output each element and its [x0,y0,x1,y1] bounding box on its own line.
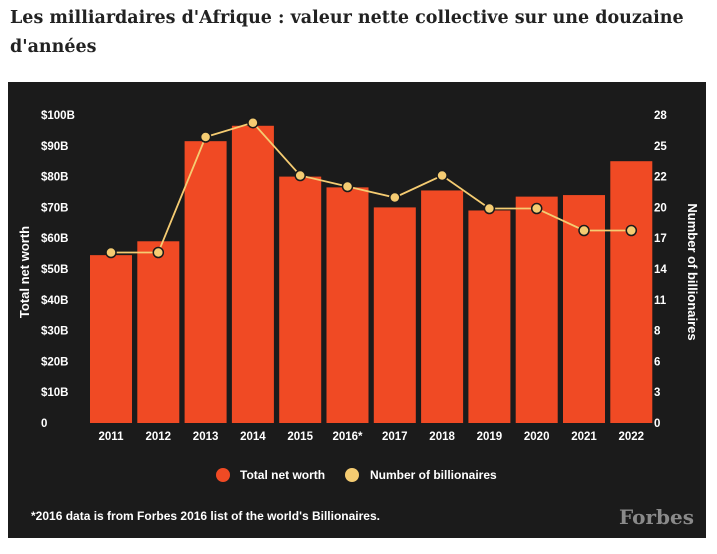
right-tick-label: 0 [654,418,660,430]
line-point [389,191,401,204]
bar [326,187,369,423]
billionaires-line [111,121,632,254]
left-axis-title: Total net worth [17,226,32,318]
line-point [152,246,165,259]
x-tick-label: 2012 [146,431,172,443]
left-tick-label: $100B [41,110,75,122]
bar [468,210,511,423]
right-tick-label: 22 [654,172,667,184]
x-tick-label: 2022 [619,431,645,443]
left-tick-label: $60B [41,233,69,245]
right-tick-label: 17 [654,233,667,245]
right-tick-label: 3 [654,387,660,399]
line-point [199,131,212,143]
chart-footnote: *2016 data is from Forbes 2016 list of t… [31,509,380,523]
left-tick-label: $50B [41,264,69,276]
line-point [530,202,543,215]
right-tick-label: 6 [654,356,660,368]
x-tick-label: 2018 [429,431,455,443]
left-tick-label: $80B [41,172,69,184]
left-axis-ticks: 0 $10B $20B $30B $40B $50B $60B $70B $80B $90B $10… [41,110,75,430]
x-axis-ticks: 2011 2012 2013 2014 2015 2016* 2017 2018 2019 202… [99,431,645,443]
legend-swatch-total-net-worth [216,468,230,482]
line-point [483,202,496,215]
x-tick-label: 2017 [382,431,408,443]
left-tick-label: $40B [41,295,69,307]
right-tick-label: 20 [654,202,667,214]
legend-label-number-of-billionaires: Number of billionaires [370,468,497,482]
left-tick-label: $70B [41,202,69,214]
left-tick-label: 0 [41,418,47,430]
right-tick-label: 8 [654,326,661,338]
bar [90,255,132,423]
bar [373,207,416,423]
right-tick-label: 11 [654,295,667,307]
legend-label-total-net-worth: Total net worth [240,468,325,482]
line-group [105,116,638,259]
bars-group [90,125,653,423]
chart-headline: Les milliardaires d'Afrique : valeur net… [10,8,684,57]
x-tick-label: 2014 [240,431,266,443]
x-tick-label: 2019 [477,431,503,443]
line-point [578,224,590,237]
x-tick-label: 2020 [524,431,550,443]
right-axis-ticks: 0 3 6 8 11 14 17 20 22 25 28 [654,110,667,430]
right-tick-label: 28 [654,110,667,122]
left-tick-label: $30B [41,326,69,338]
bar [279,176,322,423]
bar [137,241,180,423]
line-point [625,224,638,237]
x-tick-label: 2013 [193,431,219,443]
forbes-logo: Forbes [619,505,694,529]
bar [515,196,558,423]
x-tick-label: 2015 [287,431,313,443]
left-tick-label: $10B [41,387,69,399]
legend-swatch-number-of-billionaires [345,468,359,482]
right-axis-title: Number of billionaires [685,203,700,340]
line-point [436,169,448,182]
line-point [294,169,306,182]
left-tick-label: $20B [41,356,69,368]
bar [231,125,274,423]
chart-panel: 0 $10B $20B $30B $40B $50B $60B $70B $80B $90B $10… [8,82,706,538]
left-tick-label: $90B [41,141,69,153]
legend: Total net worth Number of billionaires [216,468,497,482]
x-tick-label: 2011 [99,431,125,443]
line-point [341,180,354,193]
bar [184,141,227,423]
bar [421,190,464,423]
bar [610,161,653,423]
right-tick-label: 14 [654,264,667,276]
line-point [247,116,259,129]
combo-chart: 0 $10B $20B $30B $40B $50B $60B $70B $80B $90B $10… [17,110,700,529]
line-point [105,246,117,259]
right-tick-label: 25 [654,141,667,153]
x-tick-label: 2021 [571,431,597,443]
x-tick-label: 2016* [332,431,363,443]
